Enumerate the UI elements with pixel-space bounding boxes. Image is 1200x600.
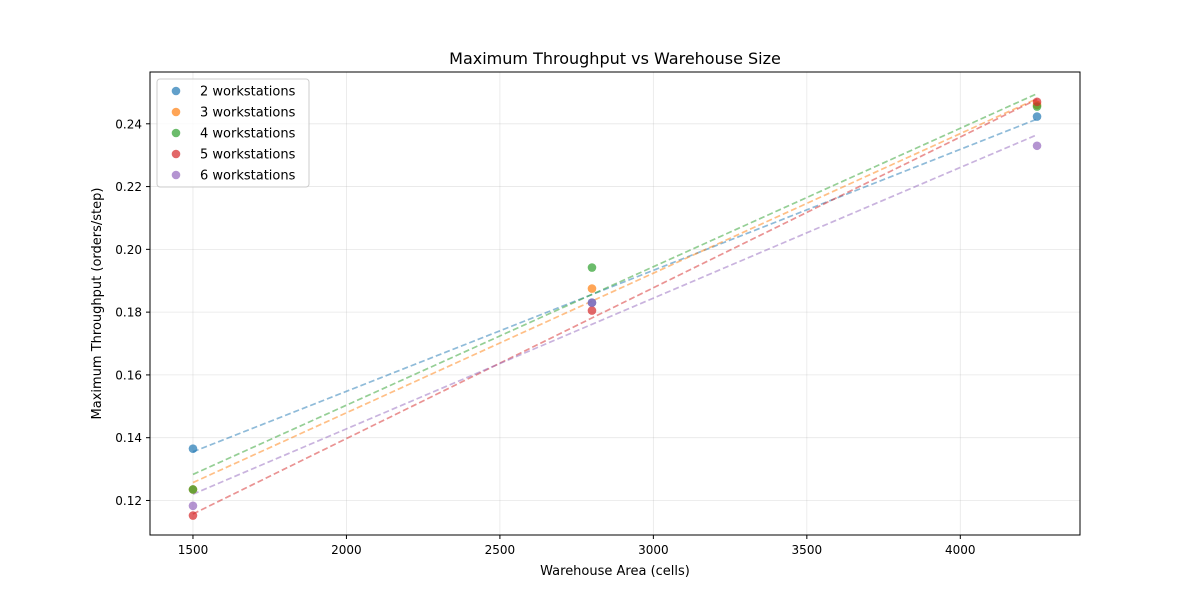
data-point xyxy=(587,298,597,308)
trendline xyxy=(192,118,1038,453)
trendline xyxy=(192,98,1038,515)
data-point xyxy=(587,263,597,272)
plot-frame xyxy=(149,71,1081,536)
legend: 2 workstations 3 workstations 4 workstatio… xyxy=(156,78,310,188)
legend-label: 4 workstations xyxy=(200,127,296,142)
legend-box xyxy=(156,78,310,188)
y-tick-label: 0.12 xyxy=(115,494,142,508)
x-tick-label: 2000 xyxy=(331,543,362,557)
legend-marker xyxy=(171,128,181,138)
x-tick-label: 3000 xyxy=(638,543,669,557)
trendline xyxy=(192,92,1038,476)
y-tick-label: 0.14 xyxy=(115,431,142,445)
data-point xyxy=(1032,141,1042,151)
y-tick-label: 0.18 xyxy=(115,306,142,320)
legend-label: 6 workstations xyxy=(200,169,296,184)
data-point xyxy=(188,444,198,453)
data-point xyxy=(587,306,597,315)
data-point xyxy=(587,284,597,293)
y-axis-label: Maximum Throughput (orders/step) xyxy=(90,188,105,420)
trendline xyxy=(192,97,1038,484)
y-tick-label: 0.20 xyxy=(115,243,142,257)
x-tick-label: 1500 xyxy=(178,543,209,557)
legend-marker xyxy=(171,107,181,117)
x-tick-label: 2500 xyxy=(485,543,516,557)
data-point xyxy=(188,511,198,520)
legend-label: 3 workstations xyxy=(200,106,296,121)
trendlines xyxy=(192,92,1038,515)
legend-label: 5 workstations xyxy=(200,148,296,163)
y-tick-label: 0.22 xyxy=(115,180,142,194)
data-point xyxy=(1032,112,1042,121)
data-point xyxy=(1032,97,1042,107)
axis-ticks: 1500 2000 2500 3000 3500 4000 0.12 0.14 0.16 0.18… xyxy=(115,117,975,557)
legend-marker xyxy=(171,149,181,159)
x-tick-label: 4000 xyxy=(945,543,976,557)
trendline xyxy=(192,133,1038,495)
chart-title: Maximum Throughput vs Warehouse Size xyxy=(449,49,781,68)
data-point xyxy=(188,485,198,494)
y-tick-label: 0.16 xyxy=(115,368,142,382)
y-tick-label: 0.24 xyxy=(115,117,142,131)
legend-marker xyxy=(171,170,181,180)
x-tick-label: 3500 xyxy=(792,543,823,557)
legend-marker xyxy=(171,86,181,96)
data-points xyxy=(188,97,1042,520)
data-point xyxy=(188,501,198,511)
x-axis-label: Warehouse Area (cells) xyxy=(540,564,690,579)
legend-label: 2 workstations xyxy=(200,85,296,100)
